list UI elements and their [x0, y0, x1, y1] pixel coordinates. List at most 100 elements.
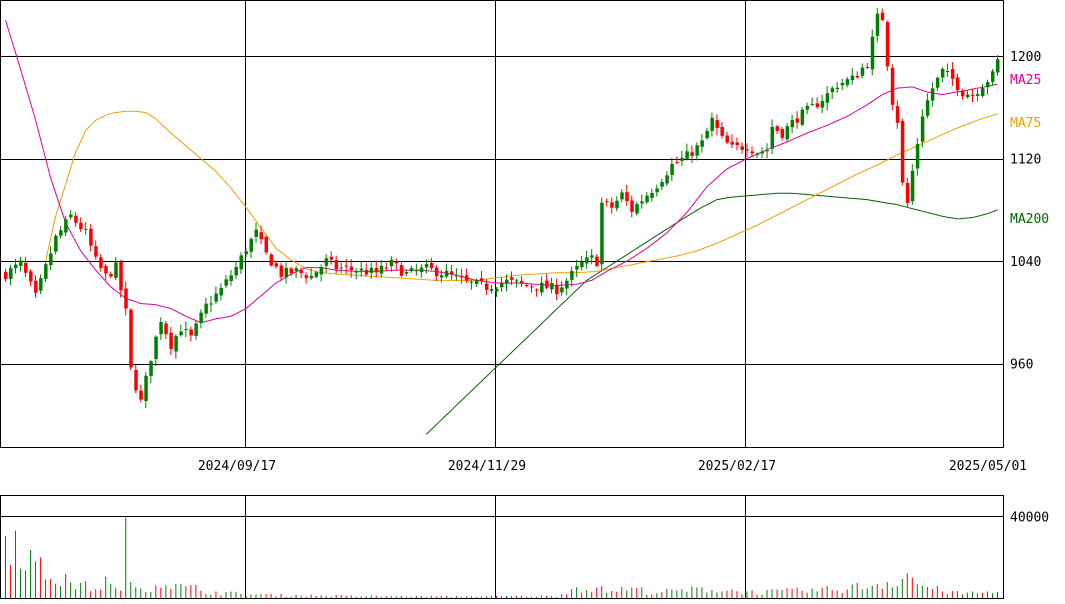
candle-up — [294, 268, 299, 271]
candle-down — [24, 262, 28, 273]
candle-up — [975, 94, 980, 96]
candle-down — [99, 257, 103, 268]
candle-down — [384, 267, 389, 269]
candle-up — [354, 271, 359, 273]
candle-up — [645, 195, 649, 203]
candle-down — [715, 120, 719, 128]
candle-up — [19, 260, 23, 266]
candle-up — [159, 322, 163, 335]
candle-down — [349, 266, 354, 271]
x-tick-label: 2024/09/17 — [198, 459, 276, 474]
axis-labels: 960 1040 1120 1200 40000 2024/09/17 2024/11/29… — [198, 50, 1049, 525]
candle-up — [665, 175, 669, 184]
candle-down — [304, 275, 309, 279]
candle-up — [830, 88, 835, 93]
candle-up — [209, 303, 213, 305]
candle-up — [174, 336, 178, 352]
candle-down — [890, 67, 895, 105]
candle-down — [129, 309, 133, 368]
candle-up — [219, 287, 223, 296]
candle-up — [930, 88, 935, 101]
price-panel-frame — [0, 0, 1004, 448]
candle-up — [860, 67, 865, 76]
candle-up — [820, 101, 825, 108]
candle-up — [369, 267, 374, 273]
candle-up — [414, 270, 419, 272]
candle-up — [39, 278, 43, 291]
candle-down — [510, 277, 514, 280]
ma-label-ma75: MA75 — [1010, 116, 1041, 131]
candle-up — [389, 259, 394, 267]
candle-up — [229, 275, 233, 282]
candle-up — [14, 264, 18, 268]
candle-up — [44, 264, 48, 279]
candle-up — [995, 59, 1000, 73]
candle-up — [565, 280, 569, 289]
candle-down — [364, 269, 369, 275]
candle-up — [875, 13, 880, 36]
candle-down — [960, 90, 965, 97]
grid — [0, 0, 1004, 599]
candle-up — [710, 117, 714, 131]
candle-up — [935, 77, 940, 88]
candle-down — [950, 69, 955, 79]
candle-up — [500, 283, 504, 288]
candle-up — [580, 261, 584, 268]
candle-up — [179, 331, 183, 336]
candle-up — [915, 144, 920, 169]
candle-down — [880, 12, 885, 20]
y-tick-label: 1200 — [1010, 50, 1041, 65]
candle-down — [119, 262, 123, 291]
candle-up — [980, 88, 985, 96]
candle-down — [79, 222, 83, 230]
candle-down — [855, 75, 860, 78]
ma200-line — [425, 192, 998, 435]
candle-up — [785, 126, 790, 140]
candle-down — [525, 284, 529, 286]
candle-down — [394, 261, 399, 264]
candle-down — [795, 118, 800, 123]
candle-down — [720, 127, 724, 136]
candle-up — [685, 151, 689, 159]
candle-up — [965, 94, 970, 98]
candle-up — [765, 150, 770, 152]
candle-up — [660, 181, 664, 187]
candle-up — [940, 68, 945, 78]
candle-up — [840, 82, 845, 86]
candle-up — [144, 375, 148, 402]
candle-up — [489, 289, 494, 291]
candle-down — [89, 228, 93, 246]
candle-down — [289, 268, 294, 274]
candle-down — [905, 182, 910, 204]
ma-label-ma200: MA200 — [1010, 212, 1049, 227]
candle-up — [805, 105, 810, 110]
candle-down — [34, 280, 38, 293]
candle-up — [810, 103, 815, 105]
candle-up — [424, 264, 429, 268]
candle-up — [419, 267, 424, 273]
ma-label-ma25: MA25 — [1010, 73, 1041, 88]
candle-up — [54, 235, 58, 252]
candle-up — [700, 140, 704, 147]
candle-up — [359, 268, 364, 271]
candle-down — [675, 162, 679, 164]
candle-down — [484, 283, 489, 290]
candle-up — [835, 87, 840, 90]
candle-down — [895, 106, 900, 123]
candle-down — [610, 202, 614, 208]
candle-up — [585, 257, 589, 264]
candle-down — [429, 262, 434, 269]
candle-up — [985, 82, 990, 88]
candle-up — [469, 281, 474, 283]
candle-down — [885, 22, 890, 67]
candle-down — [164, 323, 168, 335]
candle-down — [279, 265, 284, 278]
candle-up — [825, 93, 830, 103]
candle-up — [850, 75, 855, 81]
candle-down — [124, 288, 128, 309]
candle-down — [104, 266, 108, 274]
candle-down — [459, 275, 464, 278]
candle-up — [454, 275, 459, 277]
x-tick-label: 2025/05/01 — [949, 459, 1027, 474]
candle-up — [990, 71, 995, 82]
